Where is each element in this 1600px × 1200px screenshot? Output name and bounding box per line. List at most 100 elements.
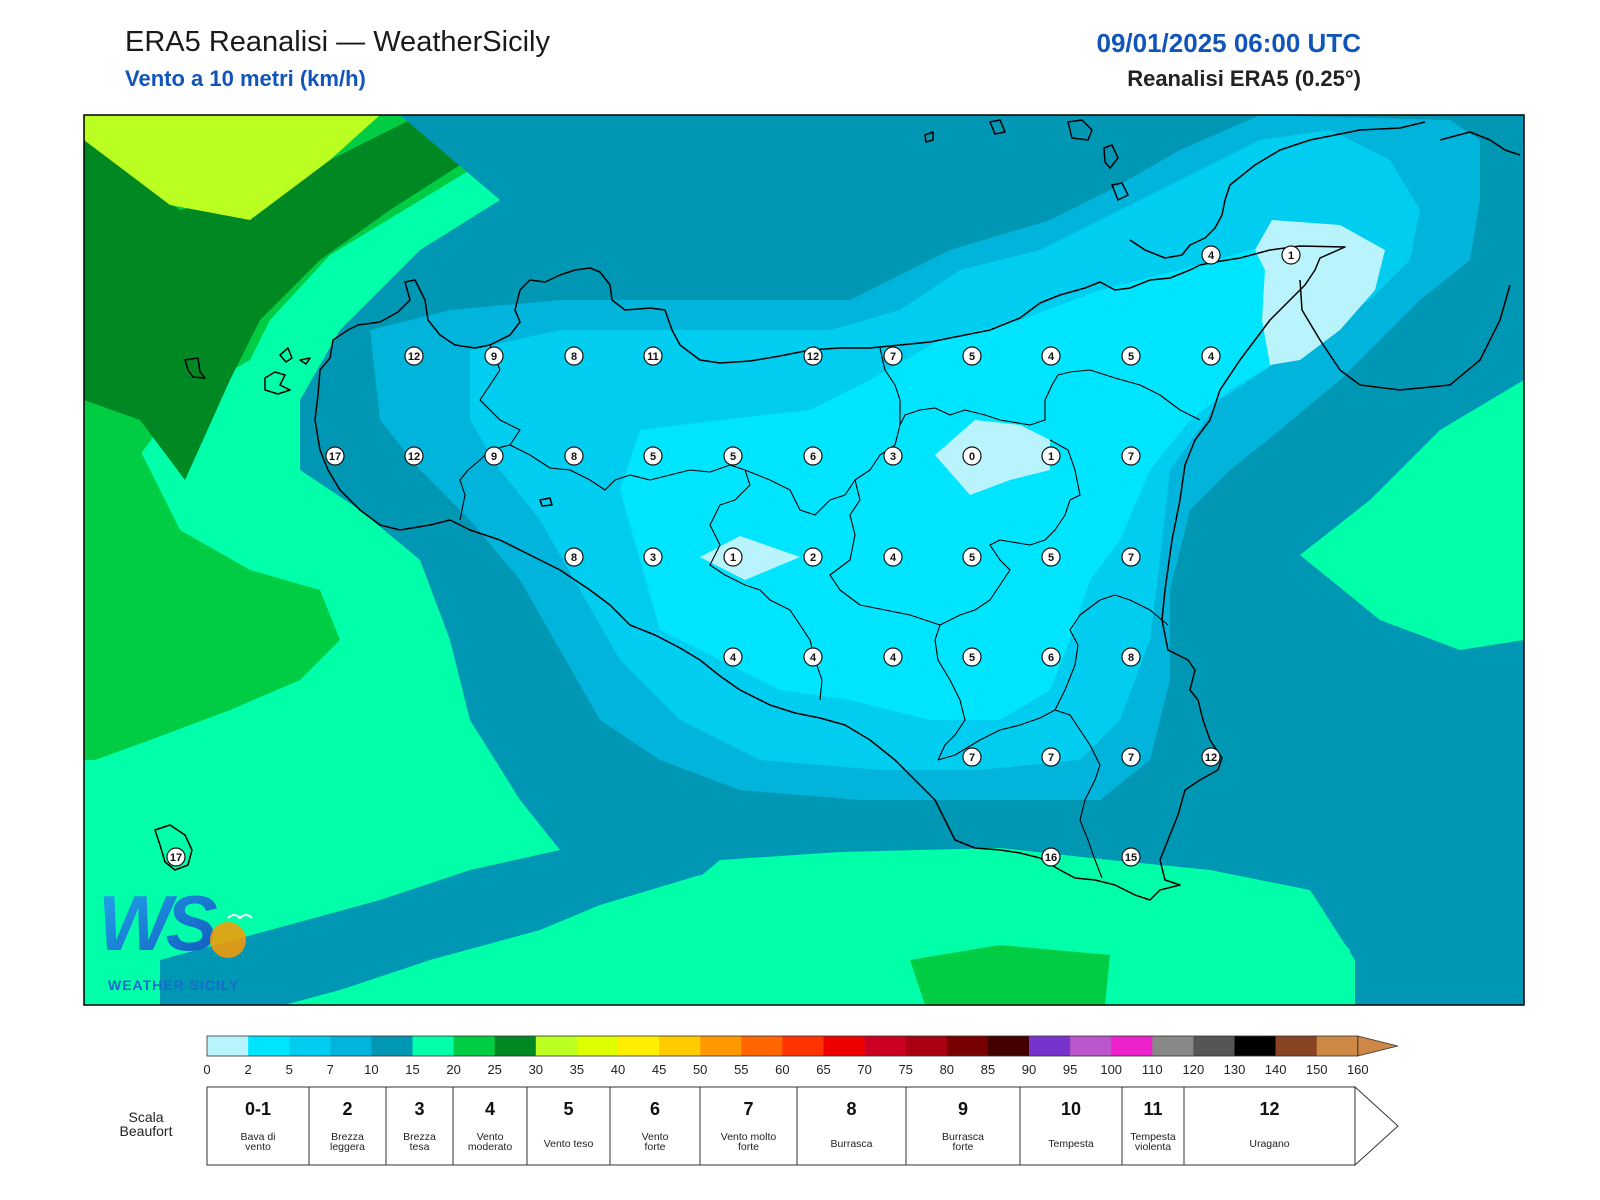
station-value-label: 11 [647, 351, 659, 363]
station-value: 1 [1281, 245, 1301, 265]
station-value-label: 3 [650, 552, 656, 564]
beaufort-description: Uragano [1249, 1138, 1289, 1150]
station-value: 3 [883, 446, 903, 466]
station-value: 9 [484, 346, 504, 366]
station-value-label: 9 [491, 451, 497, 463]
station-value: 5 [962, 547, 982, 567]
colorbar-swatch [576, 1036, 619, 1056]
beaufort-class: 10 Tempesta [1019, 1086, 1123, 1166]
station-value: 16 [1041, 847, 1061, 867]
beaufort-number: 5 [563, 1099, 573, 1119]
station-value-label: 7 [969, 752, 975, 764]
beaufort-description: Tempesta [1048, 1138, 1094, 1150]
station-value-label: 1 [1048, 451, 1054, 463]
colorbar-tick: 75 [898, 1062, 912, 1077]
colorbar-tick: 85 [981, 1062, 995, 1077]
beaufort-class: 8 Burrasca [796, 1086, 907, 1166]
colorbar-tick: 7 [327, 1062, 334, 1077]
station-value: 4 [1201, 346, 1221, 366]
colorbar-swatch [412, 1036, 454, 1056]
colorbar-tick: 40 [611, 1062, 625, 1077]
colorbar-tick: 50 [693, 1062, 707, 1077]
colorbar-tick: 110 [1142, 1062, 1163, 1077]
station-value-label: 5 [730, 451, 736, 463]
station-value-label: 6 [1048, 652, 1054, 664]
station-value: 12 [404, 346, 424, 366]
station-value-label: 8 [1128, 652, 1134, 664]
colorbar-swatch [905, 1036, 948, 1056]
colorbar-extension-arrow [1357, 1035, 1398, 1057]
colorbar-swatch [371, 1036, 413, 1056]
colorbar-tick: 0 [203, 1062, 210, 1077]
colorbar-swatch [987, 1036, 1030, 1056]
beaufort-description: Vento [477, 1131, 504, 1143]
station-value-label: 12 [408, 451, 420, 463]
colorbar-swatch [1234, 1036, 1276, 1056]
station-value-label: 5 [969, 351, 975, 363]
colorbar-swatch [207, 1036, 249, 1056]
wind-speed-colorbar [206, 1035, 1398, 1057]
station-value: 5 [1121, 346, 1141, 366]
station-value: 5 [643, 446, 663, 466]
station-value: 4 [883, 547, 903, 567]
colorbar-swatch [1152, 1036, 1194, 1056]
station-value-label: 4 [810, 652, 817, 664]
station-value: 7 [883, 346, 903, 366]
colorbar-tick: 95 [1063, 1062, 1077, 1077]
station-value: 3 [643, 547, 663, 567]
beaufort-number: 3 [414, 1099, 424, 1119]
station-value-label: 5 [1048, 552, 1054, 564]
station-value-label: 7 [1128, 451, 1134, 463]
station-value: 8 [1121, 647, 1141, 667]
colorbar-tick: 2 [244, 1062, 251, 1077]
beaufort-description: forte [738, 1141, 759, 1153]
station-value-label: 0 [969, 451, 975, 463]
station-value-label: 5 [969, 652, 975, 664]
station-value-label: 16 [1045, 852, 1057, 864]
station-value: 4 [803, 647, 823, 667]
station-value-label: 8 [571, 351, 577, 363]
station-value-label: 2 [810, 552, 816, 564]
colorbar-tick: 130 [1224, 1062, 1246, 1077]
beaufort-number: 6 [650, 1099, 660, 1119]
colorbar-swatch [1029, 1036, 1071, 1056]
station-value-label: 6 [810, 451, 816, 463]
station-value: 4 [723, 647, 743, 667]
station-value: 0 [962, 446, 982, 466]
station-value-label: 8 [571, 451, 577, 463]
beaufort-description: violenta [1135, 1141, 1171, 1153]
station-value: 7 [1121, 446, 1141, 466]
station-value-label: 7 [1128, 552, 1134, 564]
station-value: 4 [1201, 245, 1221, 265]
colorbar-swatch [659, 1036, 701, 1056]
beaufort-description: vento [245, 1141, 271, 1153]
beaufort-description: Brezza [331, 1131, 364, 1143]
colorbar-swatch [1111, 1036, 1153, 1056]
colorbar-swatch [1275, 1036, 1317, 1056]
colorbar-tick: 25 [487, 1062, 501, 1077]
station-value-label: 7 [890, 351, 896, 363]
beaufort-scale-label: Scala Beaufort [119, 1109, 173, 1139]
colorbar-tick: 60 [775, 1062, 789, 1077]
colorbar-swatch [823, 1036, 865, 1056]
colorbar-tick: 150 [1306, 1062, 1328, 1077]
colorbar-swatch [782, 1036, 824, 1056]
map-title: ERA5 Reanalisi — WeatherSicily [125, 26, 550, 58]
logo-letters: WS [98, 879, 218, 967]
station-value-label: 7 [1048, 752, 1054, 764]
station-value: 5 [962, 647, 982, 667]
station-value: 1 [1041, 446, 1061, 466]
station-markers: 12 9 8 11 12 7 5 4 5 417 12 9 8 5 5 6 3 0 1 78 3 1 2 4 5 5 74 4 4 5 6 8… [166, 245, 1301, 867]
colorbar-tick: 45 [652, 1062, 666, 1077]
station-value: 17 [325, 446, 345, 466]
valid-datetime: 09/01/2025 06:00 UTC [1096, 28, 1361, 58]
colorbar-tick: 140 [1265, 1062, 1287, 1077]
station-value: 2 [803, 547, 823, 567]
